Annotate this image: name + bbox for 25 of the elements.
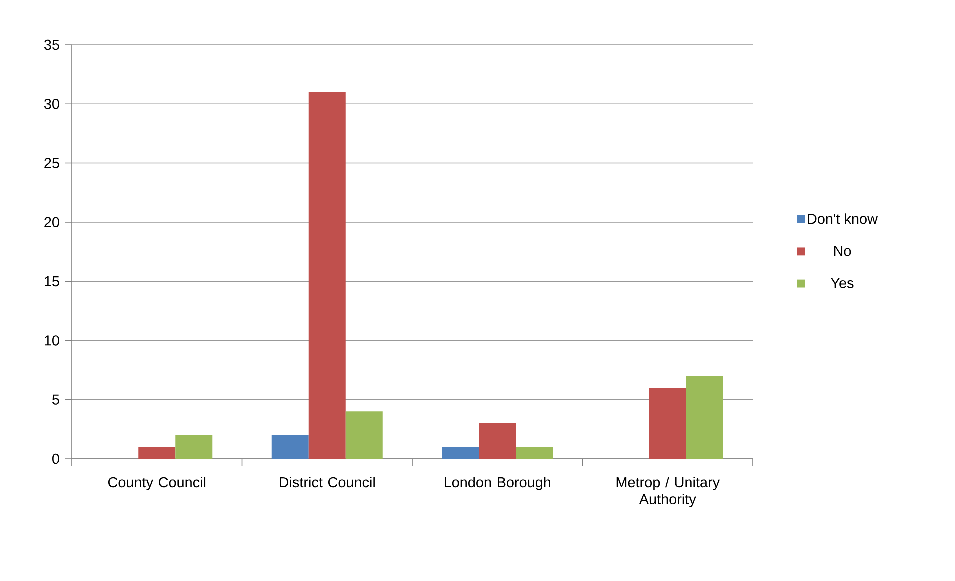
bar	[479, 424, 516, 459]
bar	[516, 447, 554, 459]
y-tick-label: 0	[52, 454, 60, 464]
y-tick-label: 25	[44, 158, 60, 168]
x-tick-label: County Council	[108, 477, 206, 490]
bar	[138, 447, 176, 459]
legend-label: Don't know	[808, 214, 878, 224]
y-tick-label: 5	[52, 394, 60, 405]
y-tick-label: 15	[45, 276, 60, 287]
y-tick-label: 20	[44, 217, 60, 228]
bar	[308, 92, 346, 459]
y-tick-label: 10	[45, 336, 60, 346]
bar	[272, 435, 309, 459]
legend-label: Yes	[831, 278, 854, 288]
x-tick-label: District Council	[280, 477, 375, 488]
legend-label: No	[834, 246, 852, 256]
bar	[686, 376, 724, 459]
x-tick-label: London Borough	[445, 477, 550, 490]
x-tick-label: Metrop / Unitary Authority	[616, 477, 720, 508]
bar	[176, 435, 213, 459]
bar	[649, 388, 686, 459]
y-tick-label: 30	[44, 99, 60, 110]
bar	[442, 447, 480, 459]
bar	[346, 412, 383, 459]
y-tick-label: 35	[44, 40, 60, 50]
